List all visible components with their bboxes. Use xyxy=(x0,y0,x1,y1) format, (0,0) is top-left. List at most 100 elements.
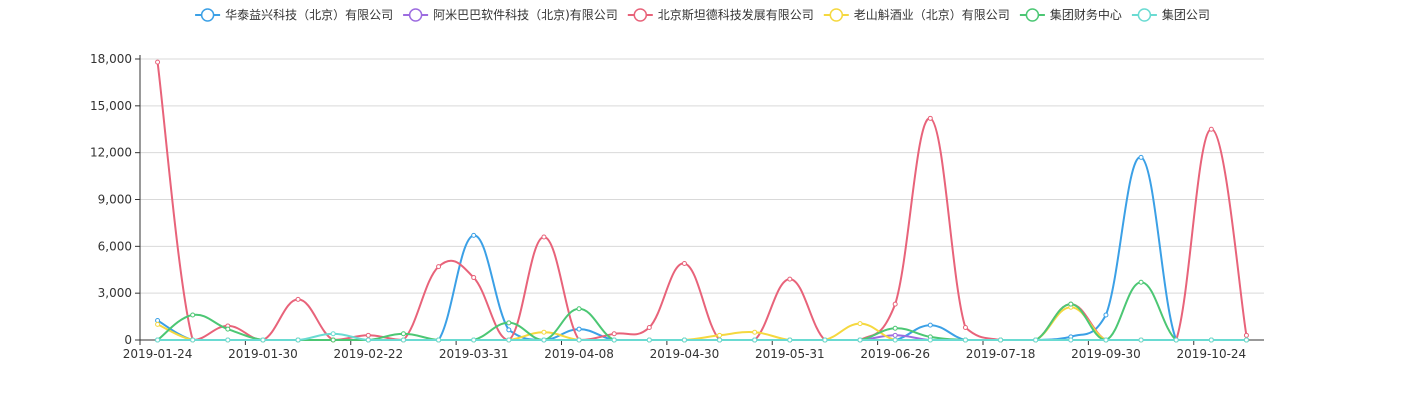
data-point[interactable] xyxy=(752,337,758,343)
data-point[interactable] xyxy=(155,59,161,65)
data-point[interactable] xyxy=(225,337,231,343)
data-point[interactable] xyxy=(295,337,301,343)
data-point[interactable] xyxy=(576,337,582,343)
legend-item[interactable]: 集团财务中心 xyxy=(1019,7,1122,22)
y-tick-label: 6,000 xyxy=(98,239,132,253)
legend-label: 集团财务中心 xyxy=(1050,7,1122,22)
data-point[interactable] xyxy=(295,296,301,302)
data-point[interactable] xyxy=(646,337,652,343)
y-tick-label: 0 xyxy=(124,333,132,347)
data-point[interactable] xyxy=(541,329,547,335)
data-point[interactable] xyxy=(787,337,793,343)
data-point[interactable] xyxy=(330,331,336,337)
data-point[interactable] xyxy=(471,337,477,343)
legend-item[interactable]: 华泰益兴科技（北京）有限公司 xyxy=(195,8,393,22)
data-point[interactable] xyxy=(892,301,898,307)
data-point[interactable] xyxy=(506,337,512,343)
data-point[interactable] xyxy=(400,331,406,337)
data-point[interactable] xyxy=(717,332,723,338)
data-point[interactable] xyxy=(892,337,898,343)
data-point[interactable] xyxy=(506,327,512,333)
data-point[interactable] xyxy=(1243,337,1249,343)
data-point[interactable] xyxy=(365,337,371,343)
data-point[interactable] xyxy=(857,337,863,343)
data-point[interactable] xyxy=(822,337,828,343)
legend-label: 华泰益兴科技（北京）有限公司 xyxy=(225,8,393,22)
data-point[interactable] xyxy=(365,332,371,338)
series-4 xyxy=(155,279,1249,343)
data-point[interactable] xyxy=(155,321,161,327)
series-5 xyxy=(155,331,1249,343)
data-point[interactable] xyxy=(927,115,933,121)
legend: 华泰益兴科技（北京）有限公司 阿米巴巴软件科技（北京)有限公司 北京斯坦德科技发展有… xyxy=(195,7,1210,22)
data-point[interactable] xyxy=(541,337,547,343)
data-point[interactable] xyxy=(506,320,512,326)
legend-label: 阿米巴巴软件科技（北京)有限公司 xyxy=(433,8,618,22)
x-tick-label: 2019-03-31 xyxy=(439,347,509,361)
data-point[interactable] xyxy=(576,306,582,312)
data-point[interactable] xyxy=(998,337,1004,343)
data-point[interactable] xyxy=(857,321,863,327)
data-point[interactable] xyxy=(962,325,968,331)
data-point[interactable] xyxy=(1208,126,1214,132)
data-point[interactable] xyxy=(471,275,477,281)
legend-item[interactable]: 北京斯坦德科技发展有限公司 xyxy=(627,7,814,22)
data-point[interactable] xyxy=(646,325,652,331)
y-tick-label: 18,000 xyxy=(90,52,132,66)
data-point[interactable] xyxy=(787,276,793,282)
series-line xyxy=(157,332,1247,341)
data-point[interactable] xyxy=(1103,312,1109,318)
data-point[interactable] xyxy=(541,234,547,240)
legend-item[interactable]: 集团公司 xyxy=(1131,7,1210,22)
data-point[interactable] xyxy=(1033,337,1039,343)
data-point[interactable] xyxy=(225,326,231,332)
data-point[interactable] xyxy=(155,317,161,323)
data-point[interactable] xyxy=(400,337,406,343)
legend-circle-swatch xyxy=(1025,8,1040,22)
data-point[interactable] xyxy=(892,325,898,331)
data-point[interactable] xyxy=(436,337,442,343)
data-point[interactable] xyxy=(717,337,723,343)
data-point[interactable] xyxy=(1243,332,1249,338)
series-line xyxy=(156,61,1248,342)
data-point[interactable] xyxy=(1068,301,1074,307)
data-point[interactable] xyxy=(155,337,161,343)
data-point[interactable] xyxy=(681,261,687,267)
data-point[interactable] xyxy=(927,322,933,328)
data-point[interactable] xyxy=(436,264,442,270)
x-tick-label: 2019-01-24 xyxy=(123,347,193,361)
data-point[interactable] xyxy=(1138,279,1144,285)
data-point[interactable] xyxy=(892,332,898,338)
axes: 0 3,000 6,000 9,000 12,000 15,000 18,000 2019-0… xyxy=(90,52,1264,361)
x-tick-label: 2019-02-22 xyxy=(333,347,403,361)
legend-label: 集团公司 xyxy=(1162,7,1210,22)
data-point[interactable] xyxy=(611,337,617,343)
legend-circle-swatch xyxy=(829,8,844,22)
data-point[interactable] xyxy=(1068,337,1074,343)
legend-label: 北京斯坦德科技发展有限公司 xyxy=(658,7,814,22)
data-point[interactable] xyxy=(190,337,196,343)
data-point[interactable] xyxy=(471,232,477,238)
data-point[interactable] xyxy=(962,337,968,343)
data-point[interactable] xyxy=(260,337,266,343)
legend-item[interactable]: 阿米巴巴软件科技（北京)有限公司 xyxy=(403,8,618,22)
legend-circle-swatch xyxy=(633,8,648,22)
legend-circle-swatch xyxy=(408,8,423,22)
data-point[interactable] xyxy=(1103,337,1109,343)
data-point[interactable] xyxy=(330,337,336,343)
x-tick-label: 2019-07-18 xyxy=(966,347,1036,361)
data-point[interactable] xyxy=(681,337,687,343)
data-point[interactable] xyxy=(752,329,758,335)
data-point[interactable] xyxy=(1138,337,1144,343)
data-point[interactable] xyxy=(1208,337,1214,343)
x-tick-label: 2019-04-08 xyxy=(544,347,614,361)
x-tick-label: 2019-06-26 xyxy=(860,347,930,361)
data-point[interactable] xyxy=(1138,154,1144,160)
data-point[interactable] xyxy=(576,326,582,332)
legend-item[interactable]: 老山斛酒业（北京）有限公司 xyxy=(823,8,1010,22)
data-point[interactable] xyxy=(1173,337,1179,343)
data-point[interactable] xyxy=(190,312,196,318)
data-point[interactable] xyxy=(927,337,933,343)
data-point[interactable] xyxy=(611,331,617,337)
